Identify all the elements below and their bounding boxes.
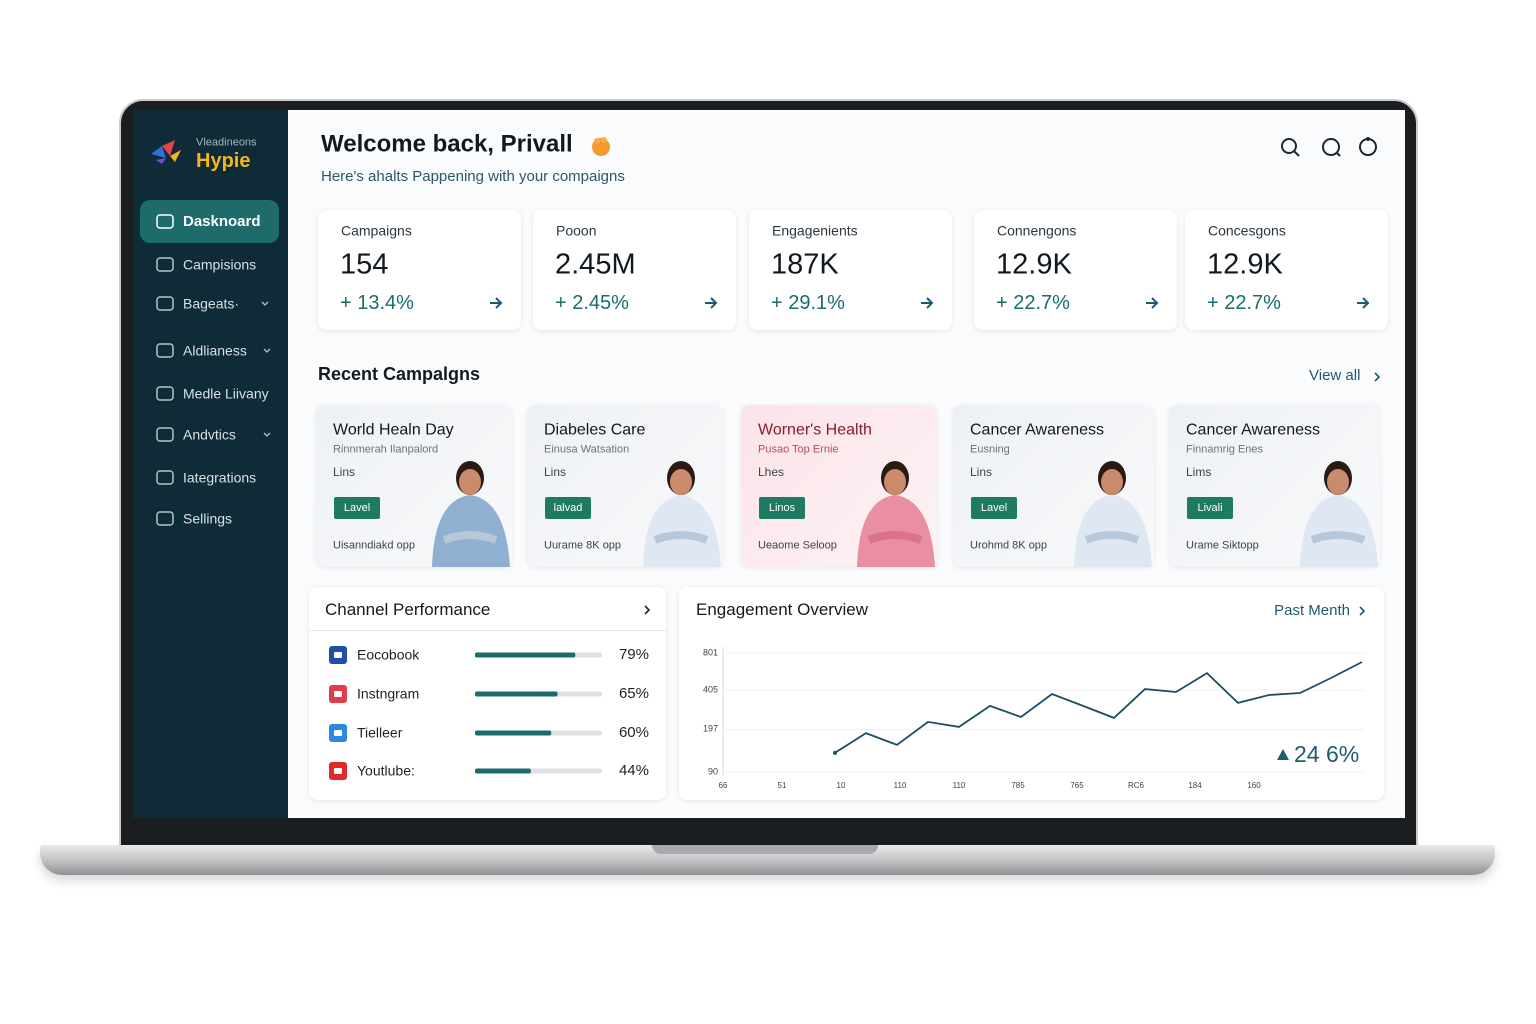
campaign-subtitle: Einusa Watsation [544, 443, 630, 456]
stat-change: + 22.7% [996, 292, 1070, 314]
campaign-footer: Urame Siktopp [1186, 539, 1259, 552]
stat-label: Engagenients [772, 222, 858, 239]
campaign-footer: Urohmd 8K opp [970, 539, 1048, 552]
laptop-notch [652, 845, 878, 854]
campaign-badge: lalvad [545, 497, 591, 519]
section-title: Recent Campalgns [318, 364, 481, 385]
nav-item[interactable]: Sellings [183, 510, 233, 527]
stat-card[interactable] [1185, 210, 1388, 330]
chevron [1359, 606, 1366, 616]
stat-change: + 2.45% [555, 292, 629, 314]
campaign-line: Lins [970, 464, 993, 479]
stat-card[interactable] [318, 210, 521, 330]
chevron[interactable] [642, 604, 652, 616]
stat-label: Campaigns [341, 222, 412, 239]
panel-title: Channel Performance [325, 599, 491, 619]
stat-change: + 22.7% [1207, 292, 1281, 314]
campaign-line: Lhes [758, 464, 785, 479]
channel-name: Eocobook [357, 646, 420, 663]
campaign-badge: Lavel [971, 497, 1017, 519]
campaign-line: Lins [333, 464, 356, 479]
campaign-title: Cancer Awareness [1186, 421, 1320, 439]
campaign-badge: Linos [759, 497, 805, 519]
brand-tagline: Vleadineons [196, 136, 257, 149]
campaign-subtitle: Finnamrig Enes [1186, 443, 1264, 456]
stat-value: 2.45M [555, 248, 636, 281]
campaign-line: Lims [1186, 464, 1212, 479]
campaign-title: Cancer Awareness [970, 421, 1104, 439]
view-all-link[interactable]: View all [1309, 367, 1361, 384]
stat-value: 187K [771, 248, 839, 281]
channel-percent: 65% [618, 685, 649, 702]
nav-item[interactable]: Iategrations [183, 469, 257, 486]
campaign-footer: Ueaome Seloop [758, 539, 837, 552]
channel-percent: 44% [618, 762, 649, 779]
up-triangle [1277, 749, 1289, 760]
stat-change: + 29.1% [771, 292, 845, 314]
campaign-subtitle: Eusning [970, 443, 1010, 456]
campaign-line: Lins [544, 464, 567, 479]
wave-emoji [592, 137, 610, 156]
stat-value: 154 [340, 248, 389, 281]
stat-card[interactable] [749, 210, 952, 330]
brand-name: Hypie [196, 150, 251, 172]
stat-label: Concesgons [1208, 222, 1286, 239]
nav-item[interactable]: Andvtics [183, 426, 236, 443]
chevron [1374, 372, 1381, 382]
nav-item[interactable]: Dasknoard [183, 213, 261, 230]
nav-item[interactable]: Campisions [183, 256, 257, 273]
stat-change: + 13.4% [340, 292, 414, 314]
stat-value: 12.9K [996, 248, 1072, 281]
panel-title: Engagement Overview [696, 599, 868, 619]
campaign-subtitle: Rinnmerah Ilanpalord [333, 443, 439, 456]
header-icons[interactable] [1278, 135, 1382, 161]
nav-item[interactable]: Bageats· [183, 295, 240, 312]
stat-card[interactable] [974, 210, 1177, 330]
campaign-footer: Uurame 8K opp [544, 539, 622, 552]
page-title: Welcome back, Privall [321, 130, 573, 158]
nav-item[interactable]: Aldlianess [183, 342, 247, 359]
stat-label: Connengons [997, 222, 1077, 239]
stat-label: Pooon [556, 222, 597, 239]
channel-percent: 79% [618, 646, 649, 663]
campaign-footer: Uisanndiakd opp [333, 539, 415, 552]
campaign-title: World Healn Day [333, 421, 454, 439]
campaign-badge: Livali [1187, 497, 1233, 519]
channel-name: Tielleer [357, 724, 403, 741]
period-select[interactable]: Past Menth [1274, 602, 1350, 619]
highlight-value: 24 6% [1294, 741, 1360, 768]
brand-logo [151, 140, 181, 164]
campaign-subtitle: Pusao Top Ernie [758, 443, 839, 456]
stat-card[interactable] [533, 210, 736, 330]
campaign-badge: Lavel [334, 497, 380, 519]
page-subtitle: Here's ahalts Pappening with your compai… [321, 168, 625, 185]
channel-percent: 60% [618, 724, 649, 741]
channel-name: Youtlube: [357, 762, 415, 779]
nav-item[interactable]: Medle Liivany [183, 385, 269, 402]
divider [309, 630, 666, 631]
stat-value: 12.9K [1207, 248, 1283, 281]
channel-name: Instngram [357, 685, 420, 702]
campaign-title: Diabeles Care [544, 421, 646, 439]
campaign-title: Worner's Health [758, 421, 872, 439]
